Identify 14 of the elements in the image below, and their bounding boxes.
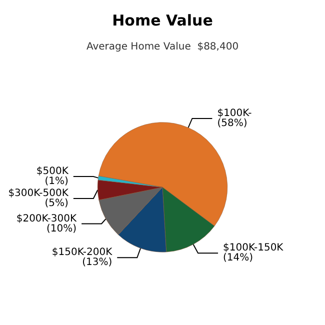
slice-label: $100K-150K [223,242,284,254]
chart-subtitle: Average Home Value $88,400 [86,42,239,52]
data-label: (1%) [44,176,68,188]
chart-title: Home Value [112,12,213,30]
slice-label: $150K-200K [52,247,113,258]
slice-label: $100K- [217,108,252,119]
data-label: (14%) [223,252,254,264]
slice-label: $500K [36,166,69,178]
slice-label: $200K-300K [16,213,77,224]
data-label: (5%) [44,198,69,210]
data-label: (58%) [217,118,248,129]
data-label: (10%) [46,223,77,234]
slice-label: $300K-500K [8,188,69,200]
data-label: (13%) [82,257,112,268]
